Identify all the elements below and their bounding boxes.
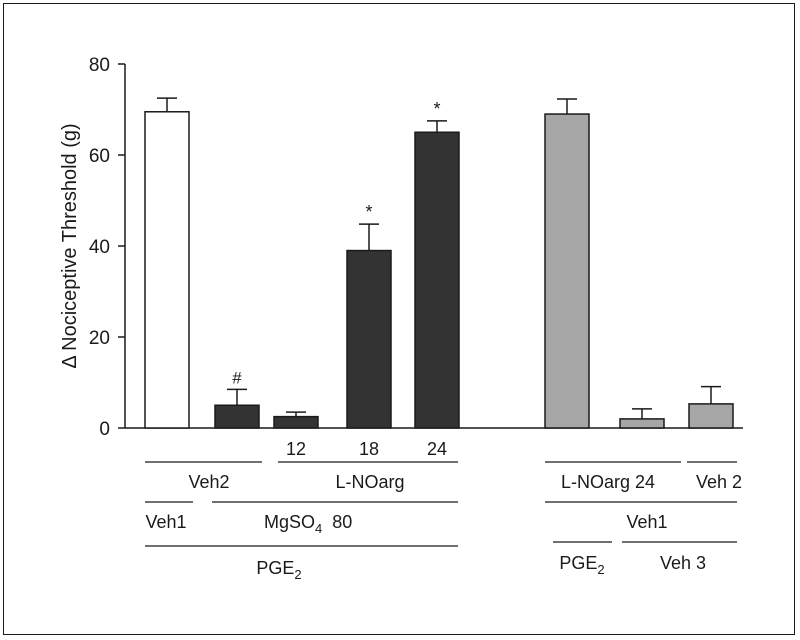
- mgso4-subscript: 4: [315, 521, 322, 536]
- treatment-lines: [145, 461, 737, 547]
- y-tick-label: 40: [89, 237, 110, 258]
- bars-group: # * *: [144, 97, 734, 429]
- bar: [346, 249, 392, 429]
- y-ticks: 0 20 40 60 80: [89, 55, 125, 440]
- bar: [214, 404, 260, 429]
- veh2-right-label: Veh 2: [696, 472, 742, 492]
- pge2-left-label: PGE2: [256, 558, 301, 582]
- figure-frame: [3, 3, 795, 635]
- significance-marker: *: [365, 202, 372, 222]
- dose-label-18: 18: [359, 439, 379, 459]
- y-tick-label: 60: [89, 146, 110, 167]
- significance-marker: #: [232, 368, 242, 387]
- mgso4-dose: 80: [332, 512, 352, 532]
- veh2-label: Veh2: [188, 472, 229, 492]
- mgso4-label: MgSO4 80: [264, 512, 352, 536]
- significance-marker: *: [433, 99, 440, 119]
- y-tick-label: 80: [89, 55, 110, 76]
- mgso4-main: MgSO: [264, 512, 315, 532]
- bar: [688, 403, 734, 429]
- pge2-right-subscript: 2: [597, 562, 604, 577]
- bar: [619, 418, 665, 429]
- bar: [414, 131, 460, 429]
- y-tick-label: 0: [99, 419, 110, 440]
- bar: [273, 415, 319, 429]
- pge2-right-main: PGE: [559, 553, 597, 573]
- veh1-right-label: Veh1: [626, 512, 667, 532]
- lnoarg-label: L-NOarg: [335, 472, 404, 492]
- veh1-left-label: Veh1: [145, 512, 186, 532]
- y-axis-label: Δ Nociceptive Threshold (g): [59, 123, 81, 368]
- bar: [544, 113, 590, 429]
- bar: [144, 111, 190, 429]
- pge2-right-label: PGE2: [559, 553, 604, 577]
- dose-label-12: 12: [286, 439, 306, 459]
- pge2-left-main: PGE: [256, 558, 294, 578]
- veh3-label: Veh 3: [660, 553, 706, 573]
- pge2-left-subscript: 2: [294, 567, 301, 582]
- dose-label-24: 24: [427, 439, 447, 459]
- lnoarg24-label: L-NOarg 24: [561, 472, 655, 492]
- y-tick-label: 20: [89, 328, 110, 349]
